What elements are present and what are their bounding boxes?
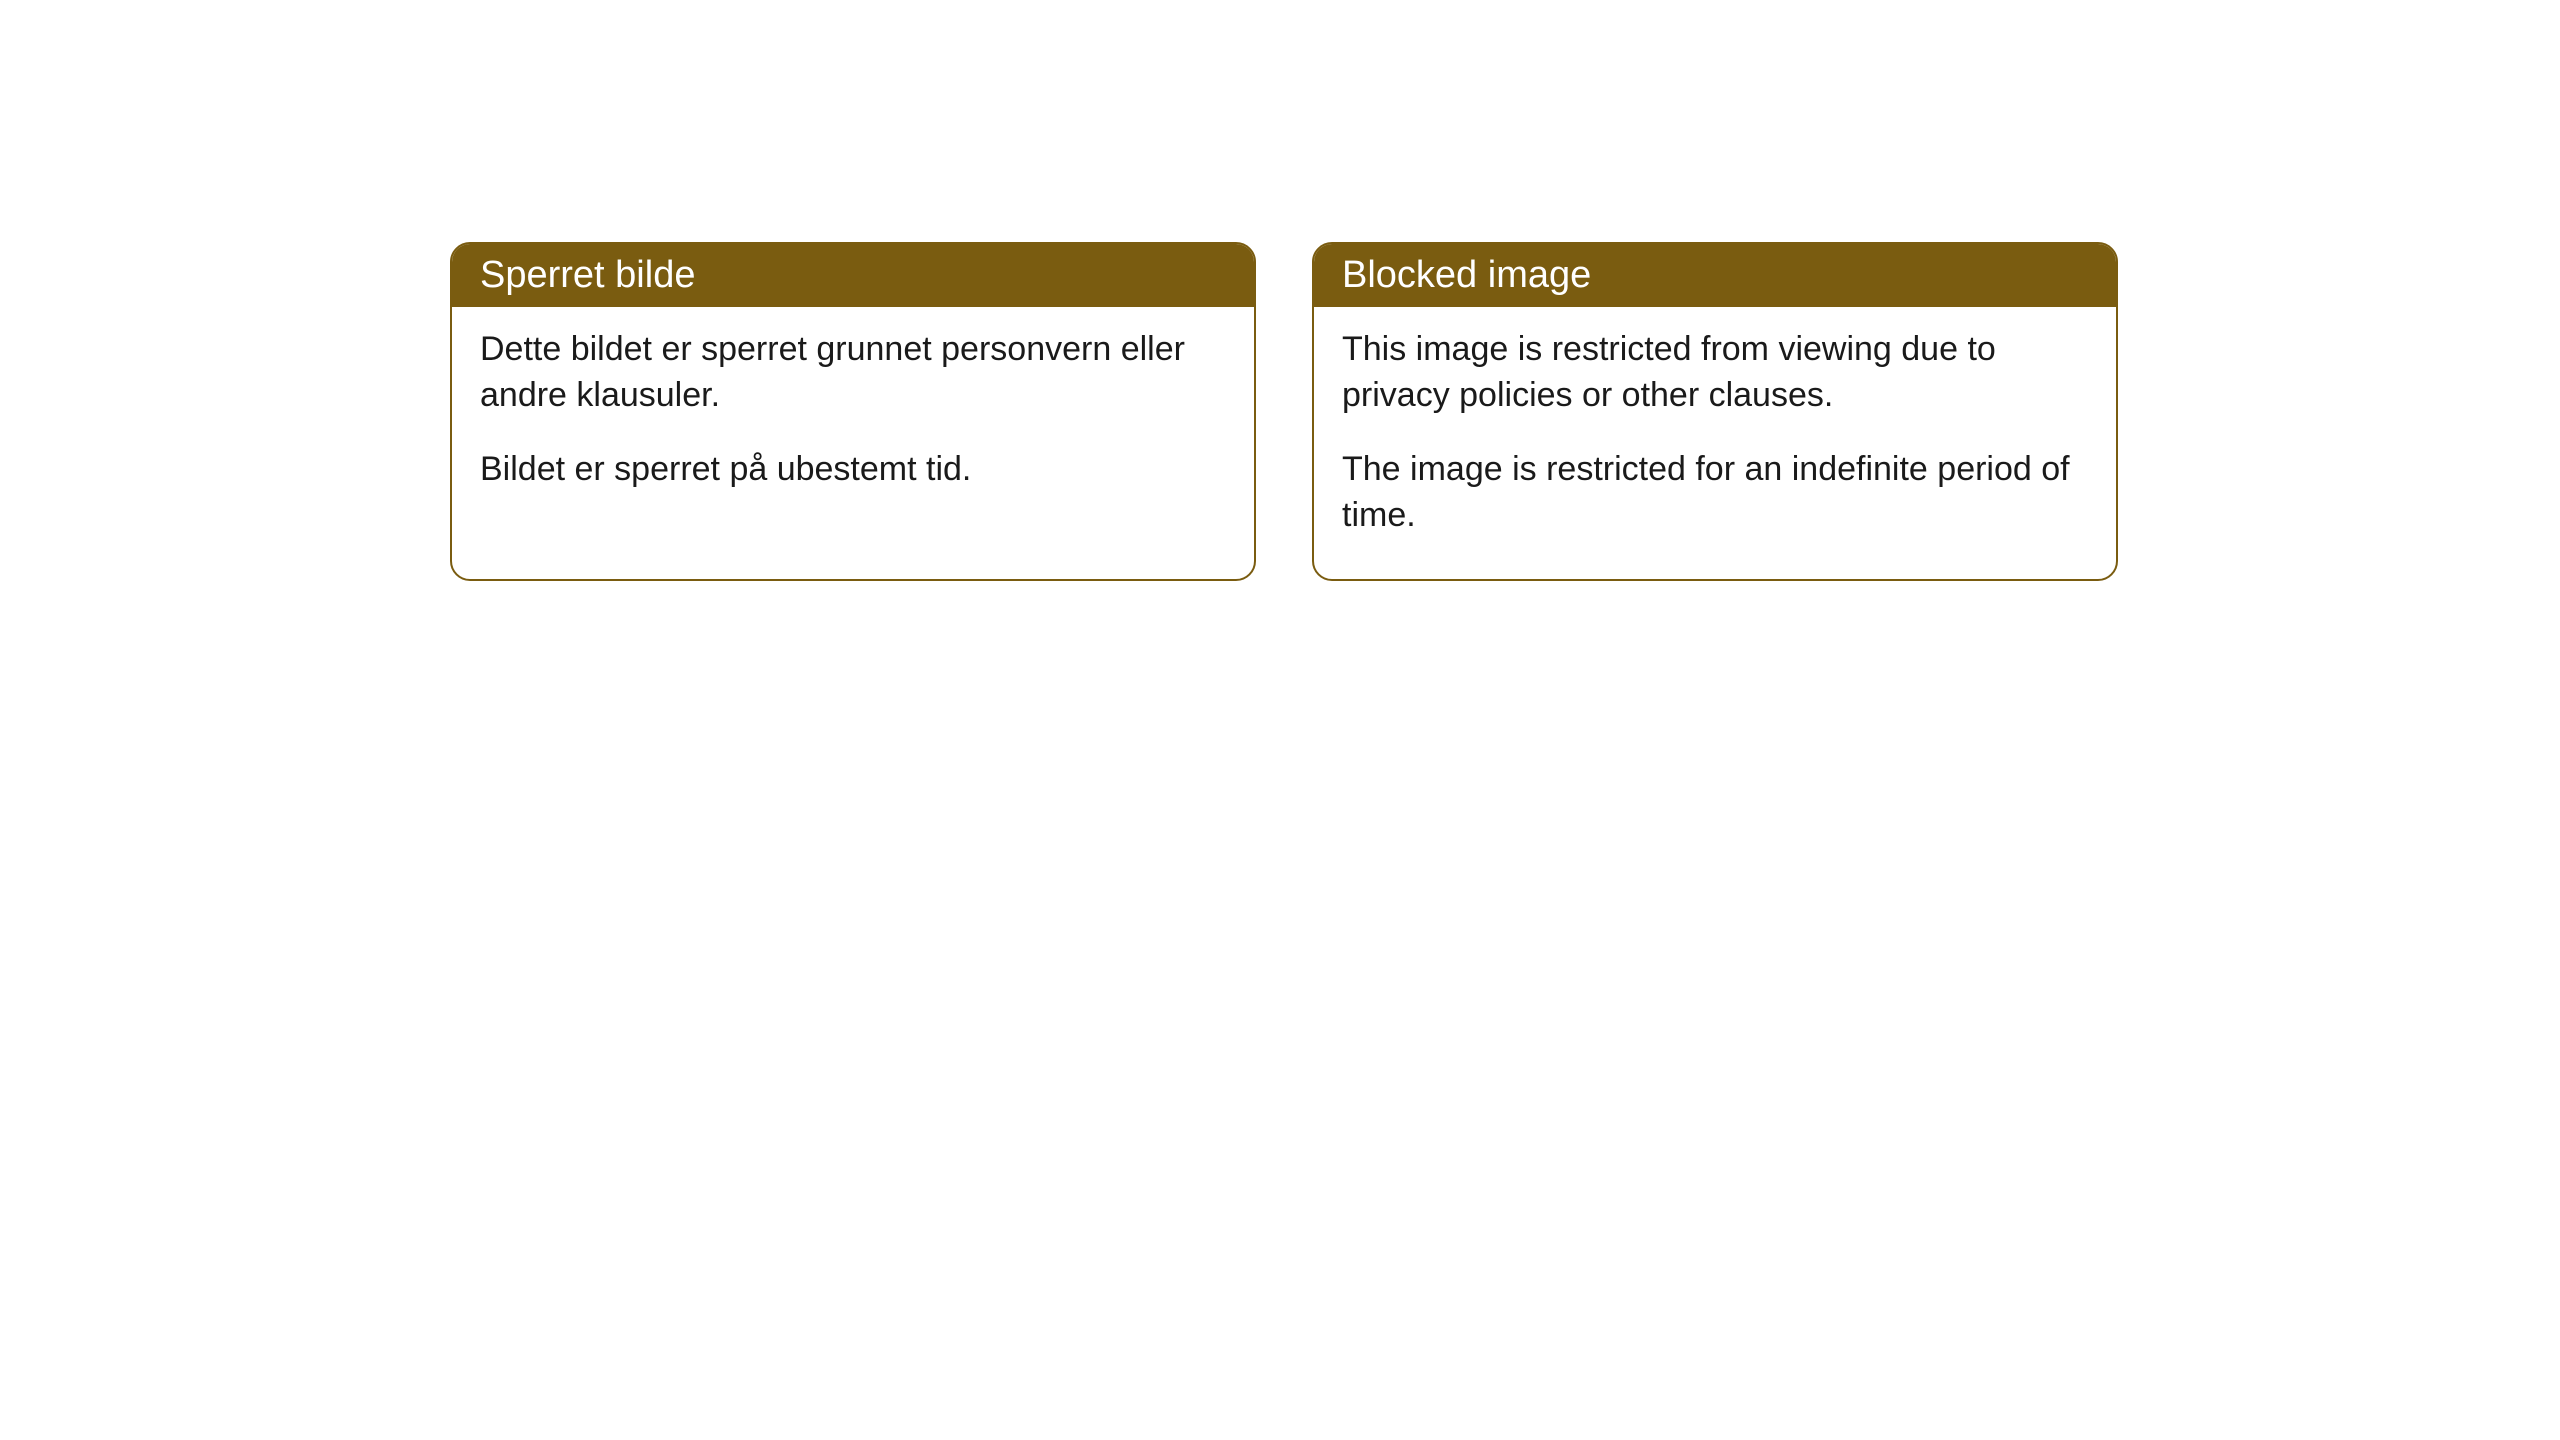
blocked-image-card-english: Blocked image This image is restricted f… — [1312, 242, 2118, 581]
card-header-norwegian: Sperret bilde — [452, 244, 1254, 307]
card-body-norwegian: Dette bildet er sperret grunnet personve… — [452, 307, 1254, 533]
card-title: Sperret bilde — [480, 254, 695, 296]
blocked-image-card-norwegian: Sperret bilde Dette bildet er sperret gr… — [450, 242, 1256, 581]
card-paragraph: This image is restricted from viewing du… — [1342, 327, 2088, 419]
card-header-english: Blocked image — [1314, 244, 2116, 307]
notice-cards-container: Sperret bilde Dette bildet er sperret gr… — [450, 242, 2118, 581]
card-paragraph: Dette bildet er sperret grunnet personve… — [480, 327, 1226, 419]
card-paragraph: Bildet er sperret på ubestemt tid. — [480, 447, 1226, 493]
card-title: Blocked image — [1342, 254, 1591, 296]
card-body-english: This image is restricted from viewing du… — [1314, 307, 2116, 579]
card-paragraph: The image is restricted for an indefinit… — [1342, 447, 2088, 539]
